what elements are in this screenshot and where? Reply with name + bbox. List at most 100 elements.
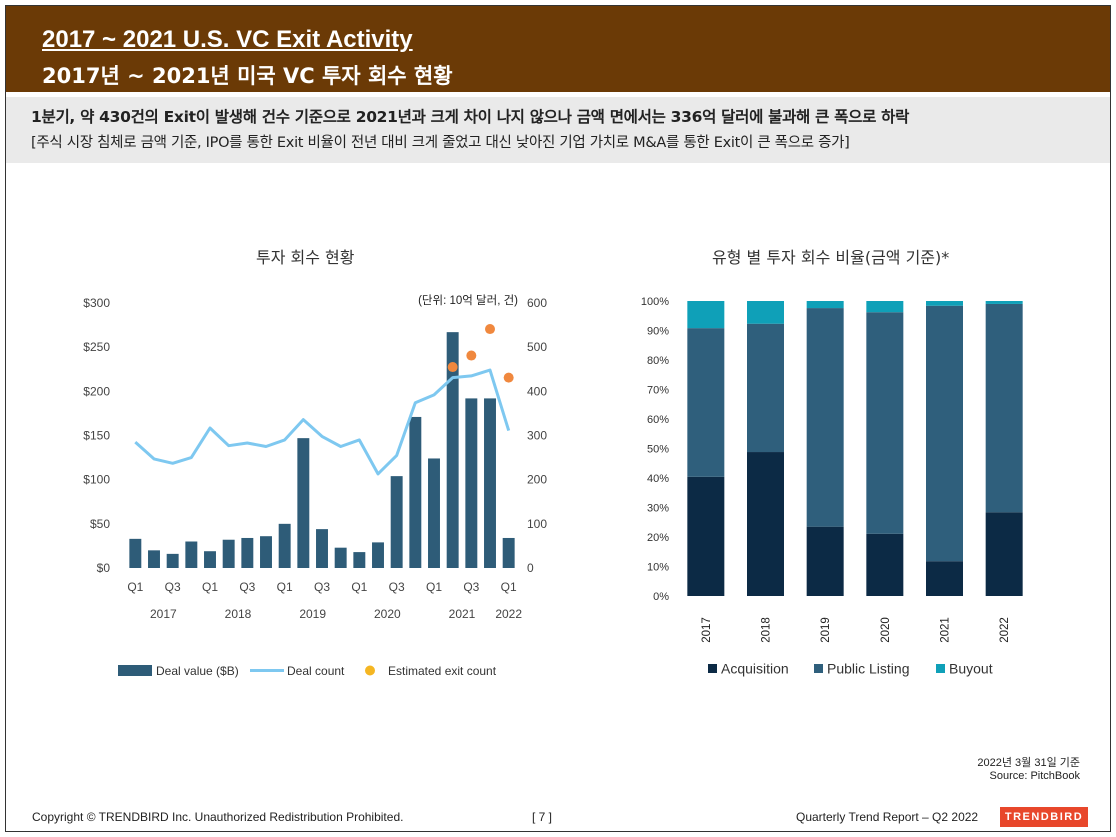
x-tick-label: 2021 bbox=[940, 617, 952, 643]
deal-value-bar bbox=[446, 332, 459, 568]
left-axis-tick-label: $150 bbox=[83, 429, 110, 443]
stack-segment-public-listing bbox=[926, 305, 963, 562]
page-number: [ 7 ] bbox=[532, 810, 553, 824]
deal-value-bar bbox=[334, 547, 347, 568]
x-tick-label: Q3 bbox=[165, 580, 181, 594]
stack-segment-acquisition bbox=[747, 452, 784, 596]
y-tick-label: 90% bbox=[647, 326, 669, 338]
legend-label-buyout: Buyout bbox=[949, 661, 993, 677]
summary-box: 1분기, 약 430건의 Exit이 발생해 건수 기준으로 2021년과 크게… bbox=[6, 97, 1110, 163]
deal-value-bar bbox=[148, 550, 160, 568]
copyright-text: Copyright © TRENDBIRD Inc. Unauthorized … bbox=[32, 810, 404, 824]
legend-label-public-listing: Public Listing bbox=[827, 661, 910, 677]
x-tick-label: Q3 bbox=[239, 580, 255, 594]
x-tick-label: Q1 bbox=[351, 580, 367, 594]
x-tick-label: 2017 bbox=[701, 617, 713, 643]
trendbird-logo: TRENDBIRD bbox=[1000, 807, 1088, 827]
deal-value-bar bbox=[372, 542, 384, 568]
year-label: 2020 bbox=[374, 607, 401, 621]
stack-segment-buyout bbox=[747, 301, 784, 324]
title-english: 2017 ~ 2021 U.S. VC Exit Activity bbox=[42, 26, 413, 53]
stack-segment-public-listing bbox=[687, 328, 725, 477]
deal-value-bar bbox=[278, 523, 291, 568]
left-axis-tick-label: $50 bbox=[90, 517, 110, 531]
legend-label-deal-count: Deal count bbox=[287, 664, 345, 678]
year-label: 2021 bbox=[449, 607, 476, 621]
stack-segment-buyout bbox=[687, 301, 725, 329]
as-of-date-note: 2022년 3월 31일 기준 bbox=[977, 757, 1080, 769]
legend-swatch-public-listing bbox=[814, 664, 823, 673]
deal-value-bar bbox=[484, 398, 496, 568]
right-axis-tick-label: 600 bbox=[527, 296, 547, 310]
x-tick-label: Q1 bbox=[277, 580, 293, 594]
y-tick-label: 10% bbox=[647, 562, 669, 574]
stack-segment-acquisition bbox=[866, 533, 904, 596]
right-axis-tick-label: 0 bbox=[527, 561, 534, 575]
stack-segment-public-listing bbox=[985, 303, 1023, 513]
deal-value-bar bbox=[129, 538, 142, 568]
stack-segment-acquisition bbox=[806, 526, 844, 596]
deal-value-bar bbox=[166, 553, 179, 568]
summary-line-2: [주식 시장 침체로 금액 기준, IPO를 통한 Exit 비율이 전년 대비… bbox=[31, 135, 850, 151]
estimated-exit-count-point bbox=[466, 350, 477, 361]
deal-value-bar bbox=[185, 541, 198, 568]
left-axis-tick-label: $200 bbox=[83, 384, 110, 398]
x-tick-label: 2022 bbox=[999, 617, 1011, 643]
stack-segment-buyout bbox=[806, 301, 844, 309]
y-tick-label: 100% bbox=[641, 296, 669, 308]
stack-segment-acquisition bbox=[687, 476, 725, 596]
right-axis-tick-label: 500 bbox=[527, 340, 547, 354]
stack-segment-buyout bbox=[866, 301, 904, 313]
x-tick-label: Q1 bbox=[426, 580, 442, 594]
summary-line-1: 1분기, 약 430건의 Exit이 발생해 건수 기준으로 2021년과 크게… bbox=[31, 108, 910, 126]
deal-value-bar bbox=[465, 398, 478, 568]
legend-swatch-buyout bbox=[936, 664, 945, 673]
estimated-exit-count-point bbox=[503, 372, 514, 383]
stack-segment-public-listing bbox=[806, 308, 844, 527]
x-tick-label: Q1 bbox=[127, 580, 143, 594]
right-axis-tick-label: 200 bbox=[527, 473, 547, 487]
deal-value-bar bbox=[222, 539, 235, 568]
y-tick-label: 60% bbox=[647, 414, 669, 426]
deal-value-bar bbox=[428, 458, 440, 568]
x-tick-label: 2018 bbox=[761, 617, 773, 643]
left-axis-tick-label: $250 bbox=[83, 340, 110, 354]
legend-label-estimated-exit: Estimated exit count bbox=[388, 664, 497, 678]
y-tick-label: 50% bbox=[647, 444, 669, 456]
stack-segment-acquisition bbox=[985, 512, 1023, 596]
deal-value-bar bbox=[409, 416, 422, 568]
left-axis-tick-label: $100 bbox=[83, 473, 110, 487]
deal-value-bar bbox=[390, 476, 403, 568]
stack-segment-buyout bbox=[985, 301, 1023, 304]
legend-swatch-estimated-exit bbox=[365, 665, 375, 676]
y-tick-label: 0% bbox=[653, 591, 669, 603]
deal-value-bar bbox=[353, 552, 366, 568]
estimated-exit-count-point bbox=[447, 362, 458, 373]
right-chart-title: 유형 별 투자 회수 비율(금액 기준)* bbox=[712, 248, 950, 267]
header-banner: 2017 ~ 2021 U.S. VC Exit Activity 2017년 … bbox=[6, 6, 1110, 92]
x-tick-label: Q3 bbox=[389, 580, 405, 594]
y-tick-label: 20% bbox=[647, 532, 669, 544]
legend-label-deal-value: Deal value ($B) bbox=[156, 664, 239, 678]
estimated-exit-count-point bbox=[485, 324, 495, 335]
source-note: Source: PitchBook bbox=[989, 770, 1081, 782]
x-tick-label: Q3 bbox=[463, 580, 479, 594]
legend-swatch-acquisition bbox=[708, 664, 717, 673]
year-label: 2018 bbox=[225, 607, 252, 621]
legend-swatch-deal-value bbox=[118, 665, 152, 676]
deal-count-line bbox=[134, 368, 511, 476]
y-tick-label: 40% bbox=[647, 473, 669, 485]
stack-segment-public-listing bbox=[747, 323, 784, 453]
year-label: 2019 bbox=[299, 607, 326, 621]
report-title: Quarterly Trend Report – Q2 2022 bbox=[796, 810, 979, 824]
exit-type-ratio-chart: 0% 10% 20% 30% 40% 50% 60% 70% 80% 90% 100% 2017 201… bbox=[641, 296, 1023, 677]
x-tick-label: Q3 bbox=[314, 580, 330, 594]
y-tick-label: 80% bbox=[647, 355, 669, 367]
y-tick-label: 70% bbox=[647, 385, 669, 397]
deal-value-bar bbox=[260, 536, 272, 568]
deal-value-bar bbox=[204, 551, 216, 568]
x-tick-label: Q1 bbox=[501, 580, 517, 594]
deal-value-bar bbox=[316, 529, 328, 568]
deal-value-bar bbox=[241, 537, 254, 568]
stack-segment-public-listing bbox=[866, 312, 904, 534]
